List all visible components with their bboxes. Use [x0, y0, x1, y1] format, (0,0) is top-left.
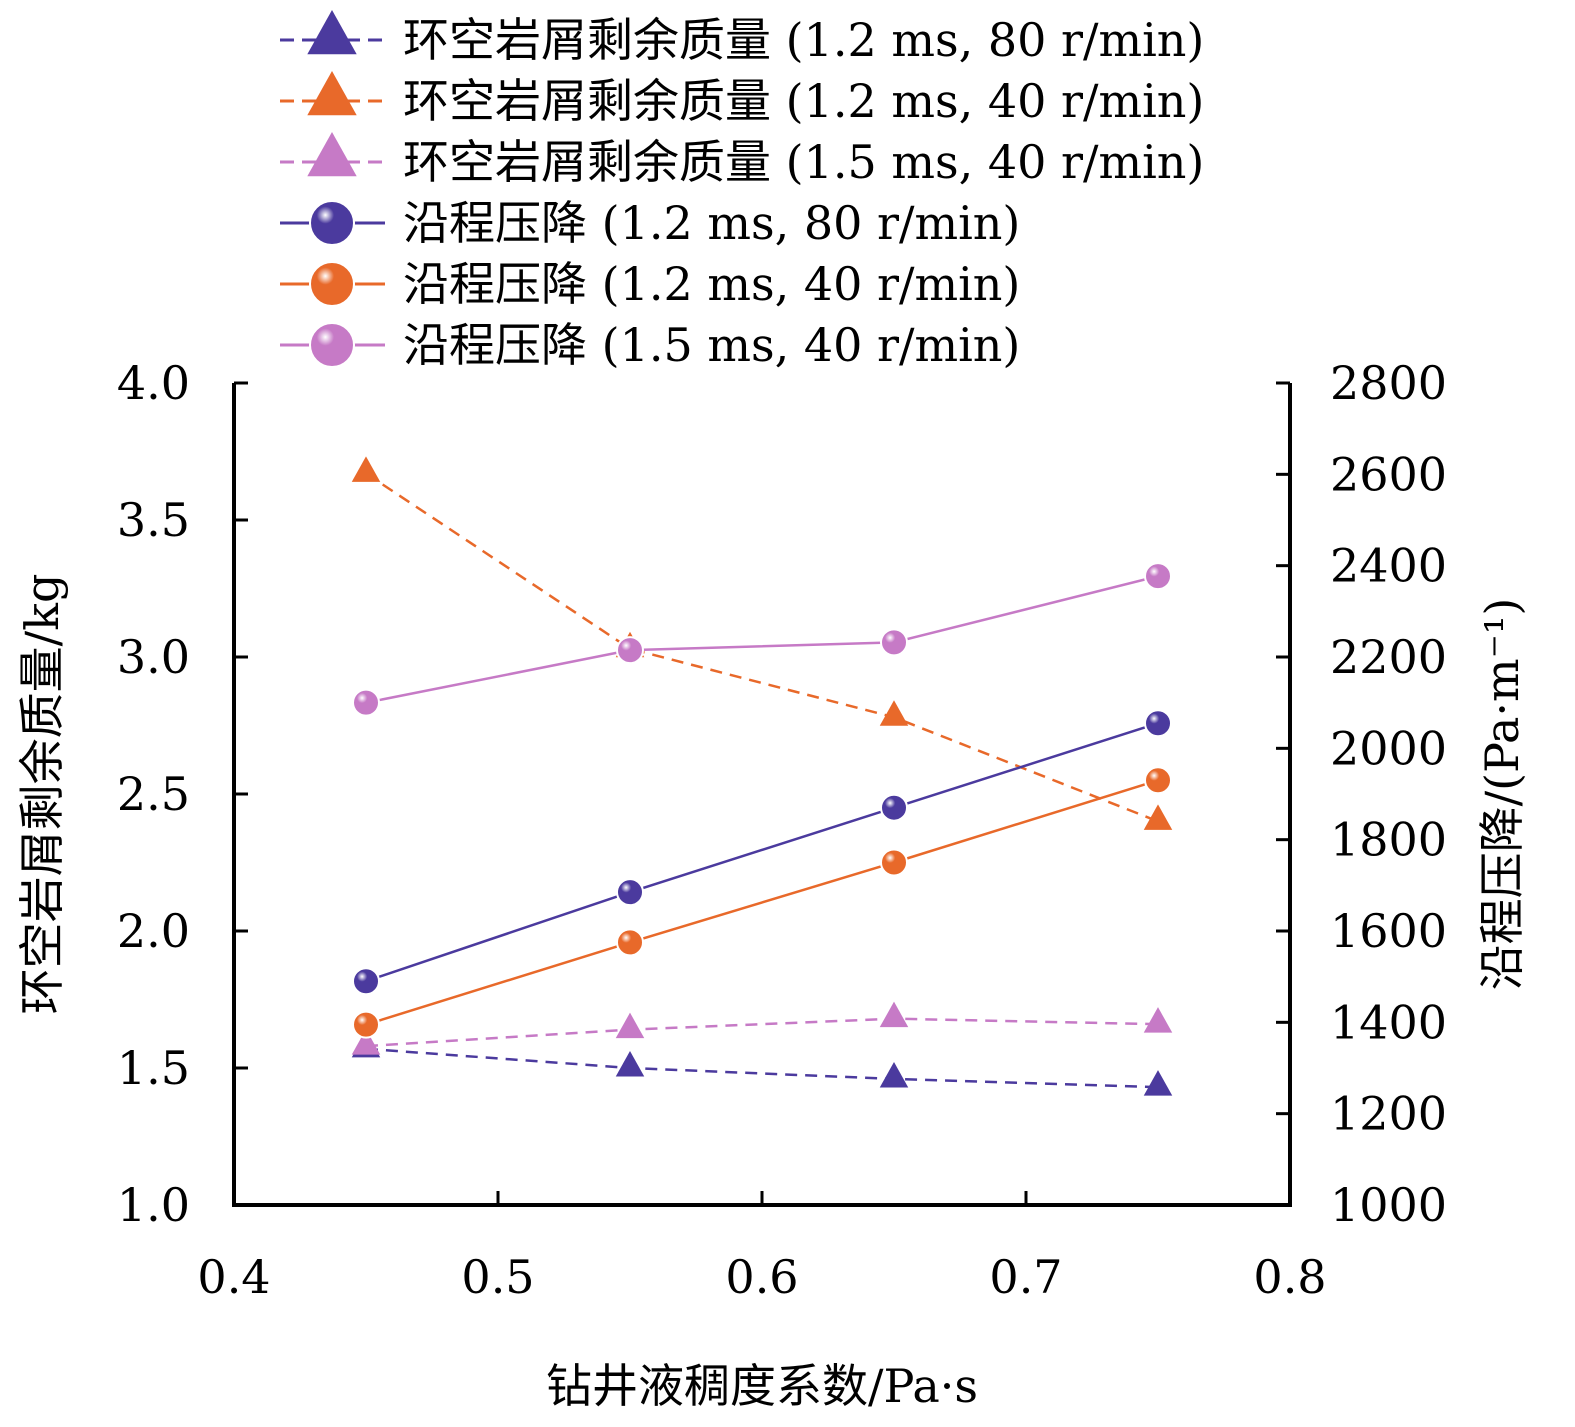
- legend-label: 沿程压降 (1.2 ms, 40 r/min): [403, 257, 1020, 311]
- y-left-axis-label: 环空岩屑剩余质量/kg: [15, 574, 69, 1015]
- series-line: [365, 574, 1159, 704]
- data-point-circle: [880, 793, 908, 822]
- y-right-tick-label: 2800: [1330, 356, 1447, 410]
- series-0: [351, 1031, 1173, 1096]
- y-right-tick-label: 2600: [1330, 447, 1447, 501]
- legend-marker-circle: [309, 261, 355, 307]
- legend-label: 沿程压降 (1.2 ms, 80 r/min): [403, 196, 1020, 250]
- legend-marker-circle: [309, 200, 355, 246]
- legend: 环空岩屑剩余质量 (1.2 ms, 80 r/min) 环空岩屑剩余质量 (1.2…: [280, 10, 1204, 372]
- data-point-circle: [616, 928, 644, 957]
- legend-item: 环空岩屑剩余质量 (1.5 ms, 40 r/min): [280, 132, 1204, 189]
- data-point-triangle: [1143, 804, 1173, 830]
- legend-marker-triangle: [307, 71, 357, 116]
- y-right-tick-label: 2000: [1330, 721, 1447, 775]
- data-point-circle: [616, 636, 644, 665]
- y-right-tick-label: 1000: [1330, 1178, 1447, 1232]
- series-3: [352, 709, 1172, 996]
- data-point-circle: [1144, 562, 1172, 591]
- data-point-triangle: [351, 456, 381, 482]
- legend-item: 环空岩屑剩余质量 (1.2 ms, 40 r/min): [280, 71, 1204, 128]
- data-point-triangle: [615, 1051, 645, 1077]
- legend-item: 沿程压降 (1.5 ms, 40 r/min): [280, 318, 1020, 372]
- y-left-tick-label: 2.0: [117, 904, 190, 958]
- x-tick-label: 0.5: [461, 1250, 534, 1304]
- axes: [232, 383, 1292, 1207]
- data-point-triangle: [879, 1061, 909, 1088]
- y-left-tick-label: 4.0: [117, 356, 190, 410]
- data-point-circle: [880, 848, 908, 877]
- series-1: [351, 456, 1173, 830]
- y-right-tick-label: 2200: [1330, 630, 1447, 684]
- y-left-tick-label: 2.5: [117, 767, 190, 821]
- series-line: [365, 722, 1159, 983]
- legend-marker-triangle: [307, 10, 357, 55]
- data-point-triangle: [1143, 1070, 1173, 1096]
- y-right-tick-label: 1800: [1330, 813, 1447, 867]
- plot-frame: [232, 383, 1292, 1207]
- data-point-triangle: [1143, 1007, 1173, 1033]
- x-tick-label: 0.8: [1253, 1250, 1326, 1304]
- series-line: [365, 472, 1159, 823]
- y-left-tick-label: 1.0: [117, 1178, 190, 1232]
- series-5: [352, 562, 1172, 717]
- y-right-axis-label: 沿程压降/(Pa·m⁻¹): [1475, 598, 1529, 991]
- data-point-triangle: [351, 1029, 381, 1055]
- y-left-tick-label: 3.0: [117, 630, 190, 684]
- data-point-circle: [880, 628, 908, 657]
- data-point-triangle: [879, 700, 909, 726]
- y-right-tick-label: 1200: [1330, 1087, 1447, 1141]
- y-left-tick-label: 3.5: [117, 493, 190, 547]
- data-point-circle: [616, 878, 644, 907]
- legend-label: 环空岩屑剩余质量 (1.2 ms, 80 r/min): [403, 13, 1204, 67]
- legend-item: 环空岩屑剩余质量 (1.2 ms, 80 r/min): [280, 10, 1204, 67]
- series-group: [351, 456, 1173, 1096]
- data-point-circle: [352, 967, 380, 996]
- y-right-tick-label: 2400: [1330, 539, 1447, 593]
- x-axis-label: 钻井液稠度系数/Pa·s: [546, 1359, 978, 1413]
- x-tick-label: 0.7: [989, 1250, 1062, 1304]
- legend-marker-circle: [309, 322, 355, 368]
- legend-marker-triangle: [307, 132, 357, 177]
- y-right-tick-label: 1400: [1330, 995, 1447, 1049]
- series-4: [352, 766, 1172, 1039]
- legend-label: 沿程压降 (1.5 ms, 40 r/min): [403, 318, 1020, 372]
- series-line: [365, 1017, 1159, 1048]
- data-point-circle: [1144, 709, 1172, 738]
- x-tick-label: 0.6: [725, 1250, 798, 1304]
- data-point-circle: [1144, 766, 1172, 795]
- y-right-tick-label: 1600: [1330, 904, 1447, 958]
- data-point-triangle: [615, 1012, 645, 1039]
- legend-item: 沿程压降 (1.2 ms, 80 r/min): [280, 196, 1020, 250]
- ticks: 0.4 0.5 0.6 0.7 0.8 1.0 1.5 2.0 2.5 3.0 3.5 4.0 1000…: [117, 356, 1447, 1304]
- legend-label: 环空岩屑剩余质量 (1.5 ms, 40 r/min): [403, 135, 1204, 189]
- y-left-tick-label: 1.5: [117, 1041, 190, 1095]
- data-point-circle: [352, 1010, 380, 1039]
- legend-item: 沿程压降 (1.2 ms, 40 r/min): [280, 257, 1020, 311]
- data-point-circle: [352, 688, 380, 717]
- legend-label: 环空岩屑剩余质量 (1.2 ms, 40 r/min): [403, 74, 1204, 128]
- series-line: [365, 1047, 1159, 1089]
- x-tick-label: 0.4: [197, 1250, 270, 1304]
- series-2: [351, 1001, 1173, 1055]
- series-line: [365, 779, 1159, 1026]
- data-point-triangle: [879, 1001, 909, 1028]
